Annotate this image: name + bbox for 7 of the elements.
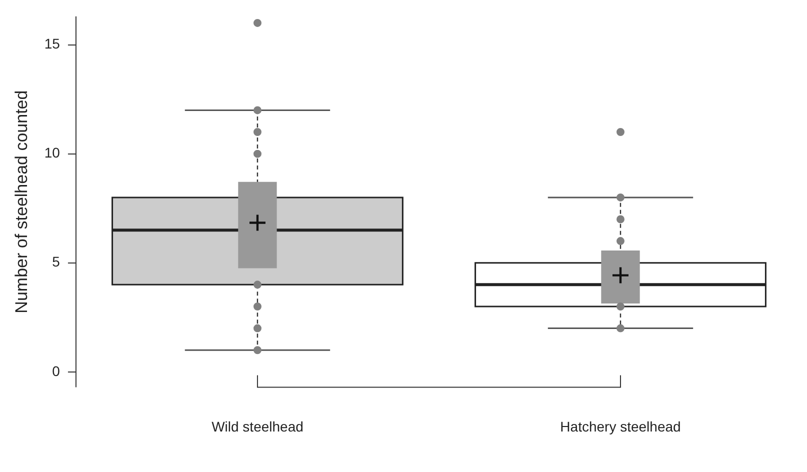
y-tick-label: 0 xyxy=(52,362,60,379)
y-tick-label: 15 xyxy=(44,36,60,52)
y-tick-label: 10 xyxy=(44,144,60,161)
x-tick-label: Wild steelhead xyxy=(212,418,304,434)
y-tick-label: 5 xyxy=(52,254,60,270)
x-tick-label: Hatchery steelhead xyxy=(560,418,681,434)
y-axis-title: Number of steelhead counted xyxy=(12,90,31,314)
